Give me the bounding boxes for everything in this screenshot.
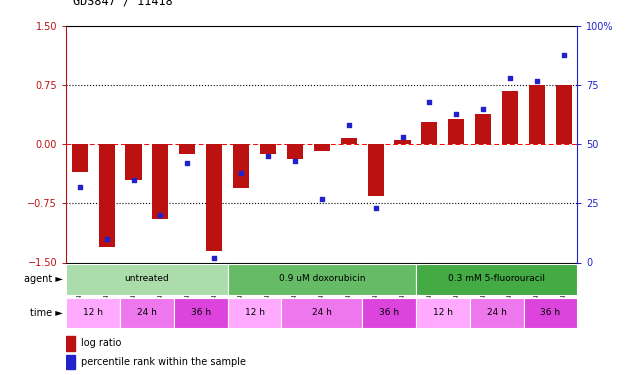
Text: 12 h: 12 h [433, 308, 453, 317]
Bar [206, 144, 222, 251]
Bar [66, 336, 76, 351]
Bar [416, 298, 469, 328]
Text: GDS847 / 11418: GDS847 / 11418 [73, 0, 172, 8]
Bar [228, 298, 281, 328]
Point [532, 78, 542, 84]
Bar [120, 298, 174, 328]
Bar [66, 355, 76, 369]
Bar [174, 298, 228, 328]
Bar [469, 298, 524, 328]
Text: 12 h: 12 h [245, 308, 264, 317]
Text: percentile rank within the sample: percentile rank within the sample [81, 357, 245, 367]
Point [155, 212, 165, 218]
Text: 12 h: 12 h [83, 308, 103, 317]
Point [451, 111, 461, 117]
Text: 0.9 uM doxorubicin: 0.9 uM doxorubicin [278, 274, 365, 283]
Text: 36 h: 36 h [540, 308, 560, 317]
Point [344, 123, 354, 129]
Point [505, 75, 515, 81]
Text: 24 h: 24 h [137, 308, 157, 317]
Bar [281, 298, 362, 328]
Text: untreated: untreated [124, 274, 169, 283]
Point [236, 170, 246, 176]
Bar [362, 298, 416, 328]
Text: 36 h: 36 h [191, 308, 211, 317]
Text: agent ►: agent ► [24, 274, 63, 284]
Bar [126, 144, 141, 180]
Point [370, 205, 380, 211]
Bar [314, 144, 330, 151]
Bar [66, 298, 120, 328]
Bar [260, 144, 276, 154]
Point [182, 160, 192, 166]
Bar [416, 264, 577, 295]
Point [317, 196, 327, 202]
Bar [228, 264, 416, 295]
Point [478, 106, 488, 112]
Bar [422, 122, 437, 144]
Point [398, 134, 408, 140]
Bar [529, 86, 545, 144]
Bar [475, 114, 492, 144]
Bar [341, 138, 357, 144]
Point [559, 52, 569, 58]
Text: 24 h: 24 h [487, 308, 507, 317]
Point [102, 236, 112, 242]
Point [425, 99, 435, 105]
Bar [556, 86, 572, 144]
Bar [448, 119, 464, 144]
Text: 36 h: 36 h [379, 308, 399, 317]
Bar [367, 144, 384, 196]
Point [263, 153, 273, 159]
Bar [233, 144, 249, 188]
Bar [152, 144, 168, 219]
Bar [179, 144, 196, 154]
Bar [98, 144, 115, 247]
Bar [502, 91, 518, 144]
Text: 0.3 mM 5-fluorouracil: 0.3 mM 5-fluorouracil [448, 274, 545, 283]
Bar [72, 144, 88, 172]
Bar [524, 298, 577, 328]
Bar [66, 264, 228, 295]
Point [129, 177, 139, 183]
Bar [287, 144, 303, 159]
Text: log ratio: log ratio [81, 339, 121, 348]
Text: 24 h: 24 h [312, 308, 332, 317]
Point [74, 184, 85, 190]
Text: time ►: time ► [30, 308, 63, 318]
Bar [394, 141, 411, 144]
Point [290, 158, 300, 164]
Point [209, 255, 219, 261]
